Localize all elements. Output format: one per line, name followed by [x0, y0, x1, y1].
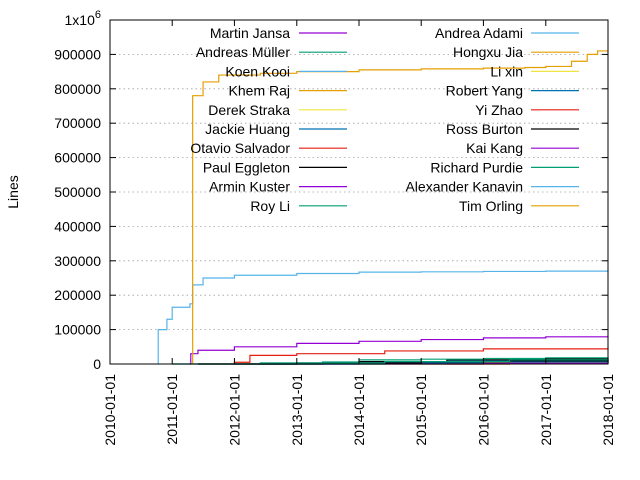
- legend-label-derek-straka: Derek Straka: [208, 102, 290, 118]
- y-tick-label: 0: [93, 356, 101, 372]
- y-tick-label: 200000: [54, 287, 101, 303]
- legend-label-li-xin: Li xin: [490, 63, 523, 79]
- y-axis-label: Lines: [5, 175, 21, 208]
- axis-ticks: [109, 19, 609, 365]
- legend-label-armin-kuster: Armin Kuster: [209, 179, 290, 195]
- legend-label-jackie-huang: Jackie Huang: [205, 121, 290, 137]
- x-tick-label: 2013-01-01: [289, 374, 305, 446]
- y-tick-label: 100000: [54, 322, 101, 338]
- legend-label-yi-zhao: Yi Zhao: [475, 102, 523, 118]
- legend-label-richard-purdie: Richard Purdie: [430, 159, 523, 175]
- series-line-alexander-kanavin: [157, 270, 609, 365]
- y-tick-label: 400000: [54, 218, 101, 234]
- y-top-mantissa: 1x10: [65, 12, 96, 28]
- x-tick-label: 2010-01-01: [102, 374, 118, 446]
- y-tick-label: 600000: [54, 150, 101, 166]
- x-tick-label: 2017-01-01: [538, 374, 554, 446]
- legend-label-martin-jansa: Martin Jansa: [210, 25, 290, 41]
- x-tick-label: 2015-01-01: [413, 374, 429, 446]
- y-tick-label: 700000: [54, 115, 101, 131]
- legend-label-roy-li: Roy Li: [250, 198, 290, 214]
- legend-label-alexander-kanavin: Alexander Kanavin: [405, 179, 523, 195]
- x-tick-label: 2018-01-01: [600, 374, 616, 446]
- x-tick-label: 2011-01-01: [164, 374, 180, 445]
- legend-label-koen-kooi: Koen Kooi: [225, 63, 290, 79]
- y-tick-label: 500000: [54, 184, 101, 200]
- series-line-tim-orling: [189, 50, 609, 365]
- y-tick-label: 900000: [54, 46, 101, 62]
- y-tick-label: 800000: [54, 81, 101, 97]
- legend-label-andreas-m-ller: Andreas Müller: [196, 44, 290, 60]
- y-tick-labels: 0 100000 200000 300000 400000 500000 600000 700…: [54, 46, 101, 372]
- x-tick-label: 2012-01-01: [226, 374, 242, 446]
- y-top-exponent: 6: [95, 9, 101, 21]
- y-top-tick-label: 1x106: [65, 9, 101, 28]
- legend-label-paul-eggleton: Paul Eggleton: [203, 159, 290, 175]
- y-tick-label: 300000: [54, 253, 101, 269]
- series-lines: [157, 50, 609, 365]
- legend: Martin Jansa Andreas Müller Koen Kooi Khem …: [190, 25, 579, 214]
- x-tick-label: 2014-01-01: [351, 374, 367, 446]
- legend-label-robert-yang: Robert Yang: [446, 83, 523, 99]
- legend-label-ross-burton: Ross Burton: [446, 121, 523, 137]
- x-tick-label: 2016-01-01: [475, 374, 491, 446]
- grid-lines: [110, 19, 608, 331]
- series-line-martin-jansa: [189, 335, 609, 365]
- x-tick-labels: 2010-01-01 2011-01-01 2012-01-01 2013-01-01…: [102, 374, 616, 446]
- legend-label-tim-orling: Tim Orling: [459, 198, 523, 214]
- legend-label-khem-raj: Khem Raj: [229, 83, 290, 99]
- legend-label-kai-kang: Kai Kang: [466, 140, 523, 156]
- legend-label-otavio-salvador: Otavio Salvador: [190, 140, 290, 156]
- legend-label-andrea-adami: Andrea Adami: [435, 25, 523, 41]
- legend-label-hongxu-jia: Hongxu Jia: [453, 44, 523, 60]
